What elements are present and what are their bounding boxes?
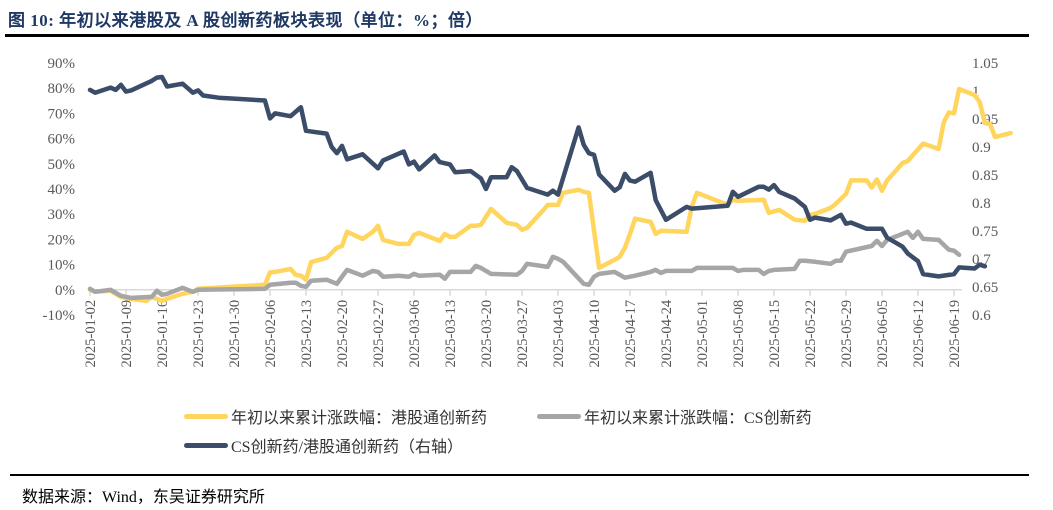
x-tick-label: 2025-02-06 [263, 300, 279, 368]
x-tick-label: 2025-02-27 [371, 300, 387, 368]
data-source-note: 数据来源：Wind，东吴证券研究所 [22, 489, 265, 506]
legend-label-hk: 年初以来累计涨跌幅：港股通创新药 [231, 410, 488, 427]
x-tick-label: 2025-03-13 [443, 300, 459, 368]
x-tick-label: 2025-05-01 [695, 300, 711, 368]
x-tick-label: 2025-03-06 [407, 300, 423, 368]
x-tick-label: 2025-05-22 [803, 300, 819, 368]
series-line-ratio [87, 74, 988, 279]
left-y-tick-label: 0% [55, 283, 75, 299]
left-y-tick-label: 20% [48, 232, 76, 248]
x-tick-label: 2025-06-12 [911, 300, 927, 368]
x-tick-label: 2025-04-10 [587, 300, 603, 368]
left-y-axis: -10% 0% 10% 20% 30% 40% 50% 60% 70% 80% 90% [43, 56, 76, 324]
x-axis: 2025-01-02 2025-01-09 2025-01-16 2025-01-23… [83, 289, 963, 368]
legend-item-hk-innovative-drug: 年初以来累计涨跌幅：港股通创新药 [184, 404, 487, 428]
x-tick-label: 2025-05-29 [839, 300, 855, 368]
left-y-tick-label: 10% [48, 258, 76, 274]
left-y-tick-label: 70% [48, 106, 76, 122]
legend-item-ratio: CS创新药/港股通创新药（右轴） [184, 433, 463, 457]
x-tick-label: 2025-01-23 [191, 300, 207, 368]
x-tick-label: 2025-01-02 [83, 300, 99, 368]
x-tick-label: 2025-01-30 [227, 300, 243, 368]
left-y-tick-label: 90% [48, 56, 76, 72]
x-tick-label: 2025-05-08 [731, 300, 747, 368]
x-tick-label: 2025-03-20 [479, 300, 495, 368]
title-rule [5, 34, 1029, 37]
x-tick-label: 2025-01-09 [119, 300, 135, 368]
legend-swatch-ratio [184, 442, 228, 448]
right-y-tick-label: 0.85 [972, 168, 998, 184]
footer-rule [10, 474, 1029, 476]
series-line-cs-innovative-drug [87, 229, 962, 301]
right-y-tick-label: 0.6 [972, 308, 991, 324]
x-tick-label: 2025-01-16 [155, 300, 171, 368]
x-tick-label: 2025-02-13 [299, 300, 315, 368]
legend-label-ratio: CS创新药/港股通创新药（右轴） [231, 439, 464, 456]
series-line-hk-innovative-drug [87, 86, 1013, 304]
right-y-tick-label: 0.8 [972, 196, 991, 212]
left-y-tick-label: 60% [48, 132, 76, 148]
x-tick-label: 2025-03-27 [515, 300, 531, 368]
figure-title: 图 10: 年初以来港股及 A 股创新药板块表现（单位：%；倍） [8, 11, 483, 30]
left-y-tick-label: 30% [48, 207, 76, 223]
left-y-tick-label: 80% [48, 81, 76, 97]
x-tick-label: 2025-02-20 [335, 300, 351, 368]
x-tick-label: 2025-06-05 [875, 300, 891, 368]
legend-label-cs: 年初以来累计涨跌幅：CS创新药 [584, 410, 812, 427]
x-tick-label: 2025-04-03 [551, 300, 567, 368]
left-y-tick-label: 50% [48, 157, 76, 173]
legend-swatch-cs [537, 413, 581, 419]
x-tick-label: 2025-06-19 [947, 300, 963, 368]
x-tick-label: 2025-04-17 [623, 300, 639, 368]
left-y-tick-label: -10% [43, 308, 76, 324]
legend-item-cs-innovative-drug: 年初以来累计涨跌幅：CS创新药 [537, 404, 812, 428]
right-y-tick-label: 0.9 [972, 140, 991, 156]
right-y-tick-label: 1 [972, 84, 980, 100]
right-y-tick-label: 0.65 [972, 280, 998, 296]
series-layer [87, 74, 1013, 304]
right-y-tick-label: 0.75 [972, 224, 998, 240]
dual-axis-line-chart: -10% 0% 10% 20% 30% 40% 50% 60% 70% 80% 90% 0.6 0.6… [43, 56, 1013, 368]
legend-swatch-hk [184, 413, 228, 419]
right-y-tick-label: 1.05 [972, 56, 998, 72]
left-y-tick-label: 40% [48, 182, 76, 198]
x-tick-label: 2025-05-15 [767, 300, 783, 368]
x-tick-label: 2025-04-24 [659, 299, 675, 367]
